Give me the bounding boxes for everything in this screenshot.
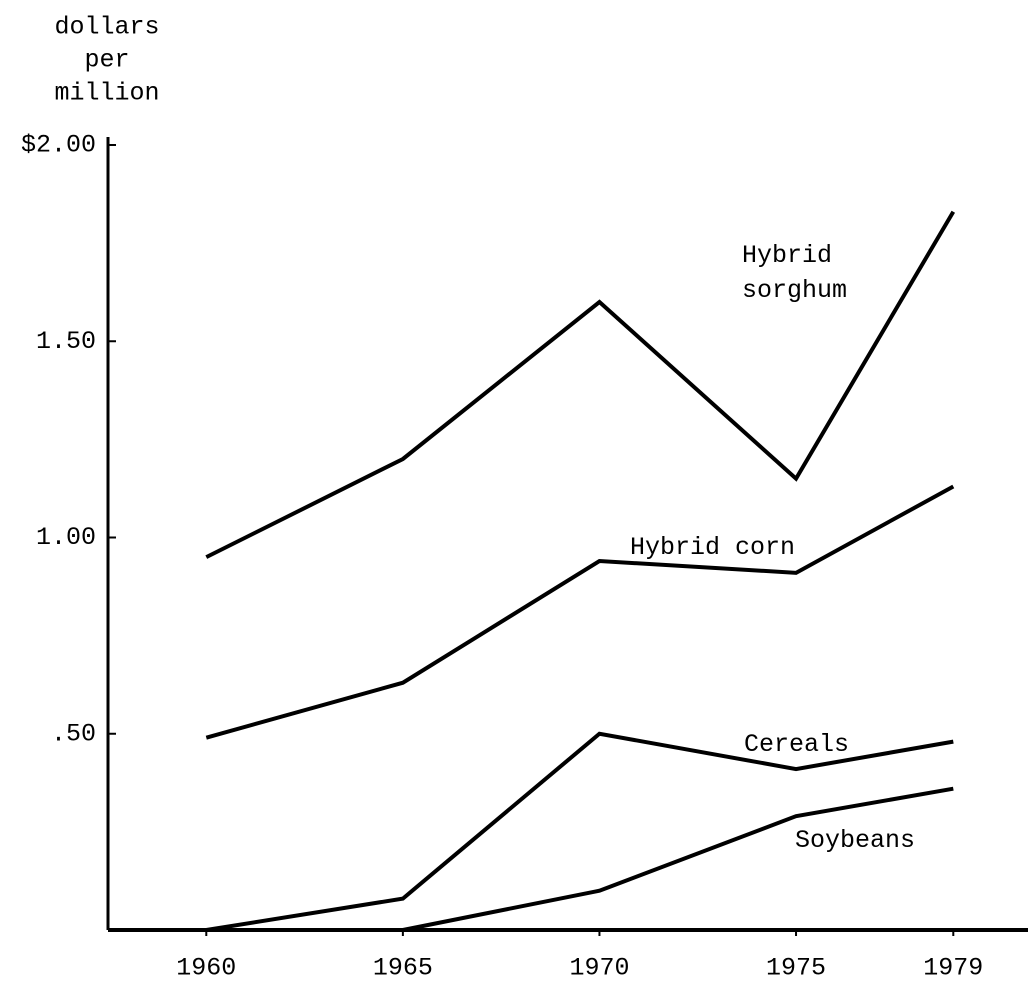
- x-tick-label: 1975: [766, 954, 826, 983]
- x-tick-label: 1970: [569, 954, 629, 983]
- y-tick-label: .50: [51, 719, 96, 748]
- line: [205, 484, 955, 740]
- y-axis-label: million: [54, 79, 159, 108]
- line: [205, 210, 956, 559]
- series-label: Soybeans: [795, 826, 916, 855]
- series-label-box: Hybrid corn: [630, 533, 796, 562]
- y-axis-label: dollars: [54, 13, 159, 42]
- series-label: Hybrid sorghum: [742, 241, 848, 305]
- series-label: Cereals: [744, 730, 850, 759]
- series-label-box: Soybeans: [795, 826, 916, 855]
- series-label-box: Cereals: [744, 730, 850, 759]
- x-tick-label: 1965: [373, 954, 433, 983]
- series-label: Hybrid corn: [630, 533, 796, 562]
- line: [205, 731, 954, 932]
- y-tick-label: $2.00: [21, 131, 96, 160]
- y-tick-label: 1.50: [36, 327, 96, 356]
- x-tick-label: 1960: [176, 954, 236, 983]
- line: [402, 786, 954, 932]
- y-axis-label: per: [84, 46, 129, 75]
- x-tick-label: 1979: [923, 954, 983, 983]
- series-label-box: Hybrid sorghum: [742, 241, 848, 305]
- y-tick-label: 1.00: [36, 523, 96, 552]
